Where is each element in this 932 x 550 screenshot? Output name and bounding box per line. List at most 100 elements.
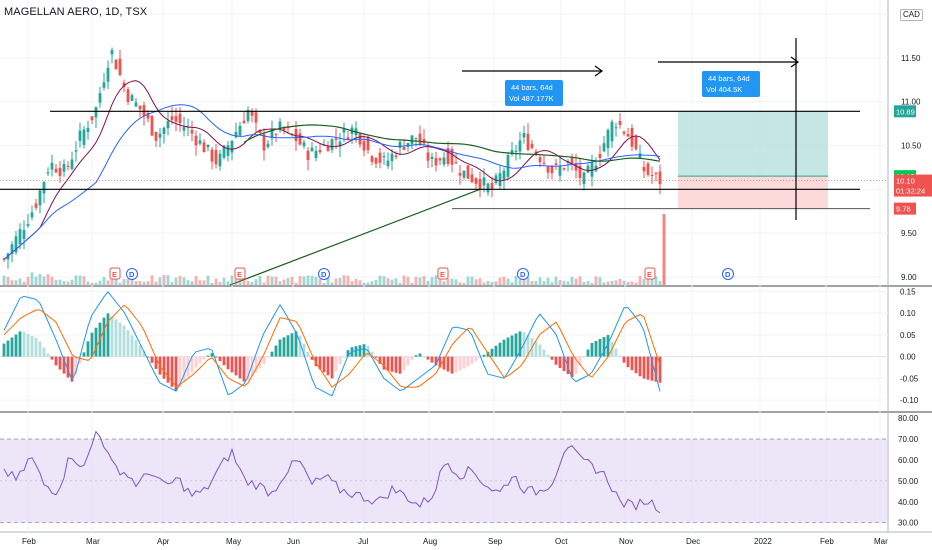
macd-histogram-bar	[262, 356, 266, 364]
macd-tick-label: 0.00	[900, 353, 916, 362]
candle-body	[402, 146, 406, 150]
candle-body	[298, 133, 302, 145]
macd-histogram-bar	[642, 356, 646, 379]
macd-tick-label: 0.15	[900, 287, 916, 296]
candle-body	[166, 121, 170, 129]
macd-histogram-bar	[278, 339, 282, 357]
candle-body	[114, 59, 118, 70]
candle-body	[26, 224, 30, 226]
volume-bar	[42, 276, 46, 285]
volume-bar	[362, 282, 366, 285]
currency-label[interactable]: CAD	[900, 9, 923, 21]
volume-bar	[38, 274, 42, 285]
macd-histogram-bar	[194, 356, 198, 368]
candle-body	[442, 157, 446, 165]
volume-bar	[514, 275, 518, 285]
macd-histogram-bar	[362, 344, 366, 357]
macd-histogram-bar	[150, 356, 154, 363]
macd-histogram-bar	[66, 356, 70, 378]
macd-histogram-bar	[458, 356, 462, 371]
macd-histogram-bar	[2, 343, 6, 357]
macd-histogram-bar	[498, 342, 502, 357]
candle-body	[470, 174, 474, 183]
candle-body	[154, 131, 158, 141]
candle-body	[606, 129, 610, 149]
candle-body	[78, 130, 82, 141]
macd-histogram-bar	[382, 356, 386, 370]
candle-body	[586, 165, 590, 173]
candle-body	[82, 129, 86, 145]
candle-body	[178, 113, 182, 124]
candle-body	[334, 138, 338, 140]
candle-body	[50, 162, 54, 170]
time-tick-label: Dec	[686, 537, 700, 546]
candle-body	[62, 164, 66, 172]
earnings-marker	[644, 267, 656, 280]
candle-body	[374, 158, 378, 164]
candle-body	[102, 82, 106, 88]
macd-histogram-bar	[566, 356, 570, 375]
macd-histogram-bar	[394, 356, 398, 373]
volume-bar	[110, 278, 114, 285]
volume-bar	[518, 279, 522, 285]
candle-body	[126, 89, 130, 103]
macd-histogram-bar	[290, 333, 294, 357]
candle-body	[370, 156, 374, 162]
volume-bar	[182, 277, 186, 285]
price-tick-label: 10.50	[901, 142, 922, 151]
macd-histogram-bar	[306, 351, 310, 357]
volume-bar	[554, 276, 558, 285]
candle-body	[98, 93, 102, 103]
volume-bar	[46, 274, 50, 285]
macd-histogram-bar	[650, 356, 654, 381]
volume-bar	[374, 280, 378, 285]
volume-bar	[82, 276, 86, 285]
macd-histogram-bar	[170, 356, 174, 387]
macd-histogram-bar	[182, 356, 186, 383]
macd-tick-label: 0.05	[900, 331, 916, 340]
volume-bar	[458, 282, 462, 285]
volume-bar	[618, 278, 622, 285]
volume-bar	[170, 282, 174, 285]
macd-histogram-bar	[70, 356, 74, 382]
macd-histogram-bar	[398, 356, 402, 374]
rsi-tick-label: 70.00	[898, 435, 919, 444]
candle-body	[130, 95, 134, 101]
candle-body	[454, 162, 458, 164]
volume-bar	[90, 282, 94, 285]
volume-bar	[482, 282, 486, 285]
macd-histogram-bar	[622, 356, 626, 363]
candle-body	[554, 163, 558, 165]
volume-bar	[102, 276, 106, 285]
macd-histogram-bar	[646, 356, 650, 380]
macd-histogram-bar	[22, 331, 26, 357]
volume-bar	[354, 278, 358, 285]
symbol-title[interactable]: MAGELLAN AERO, 1D, TSX	[4, 6, 148, 18]
macd-histogram-bar	[606, 334, 610, 357]
candle-body	[514, 150, 518, 152]
candle-body	[306, 150, 310, 161]
tag-stop	[894, 202, 916, 215]
volume-bar	[470, 276, 474, 285]
macd-signal-line	[3, 304, 661, 388]
volume-bar	[26, 276, 30, 285]
candle-body	[206, 144, 210, 148]
macd-histogram-bar	[462, 356, 466, 369]
rsi-tick-label: 50.00	[898, 477, 919, 486]
candle-body	[506, 154, 510, 177]
earnings-marker	[109, 267, 121, 280]
candle-body	[34, 203, 38, 208]
volume-bar	[302, 276, 306, 285]
candle-body	[266, 143, 270, 148]
candle-body	[338, 141, 342, 147]
candle-body	[450, 149, 454, 165]
volume-bar	[310, 275, 314, 285]
time-tick-label: Aug	[423, 537, 437, 546]
candle-body	[270, 128, 274, 139]
time-tick-label: 2022	[754, 537, 772, 546]
macd-histogram-bar	[102, 317, 106, 357]
macd-histogram-bar	[78, 356, 82, 364]
volume-bar	[78, 275, 82, 285]
candle-body	[646, 163, 650, 175]
